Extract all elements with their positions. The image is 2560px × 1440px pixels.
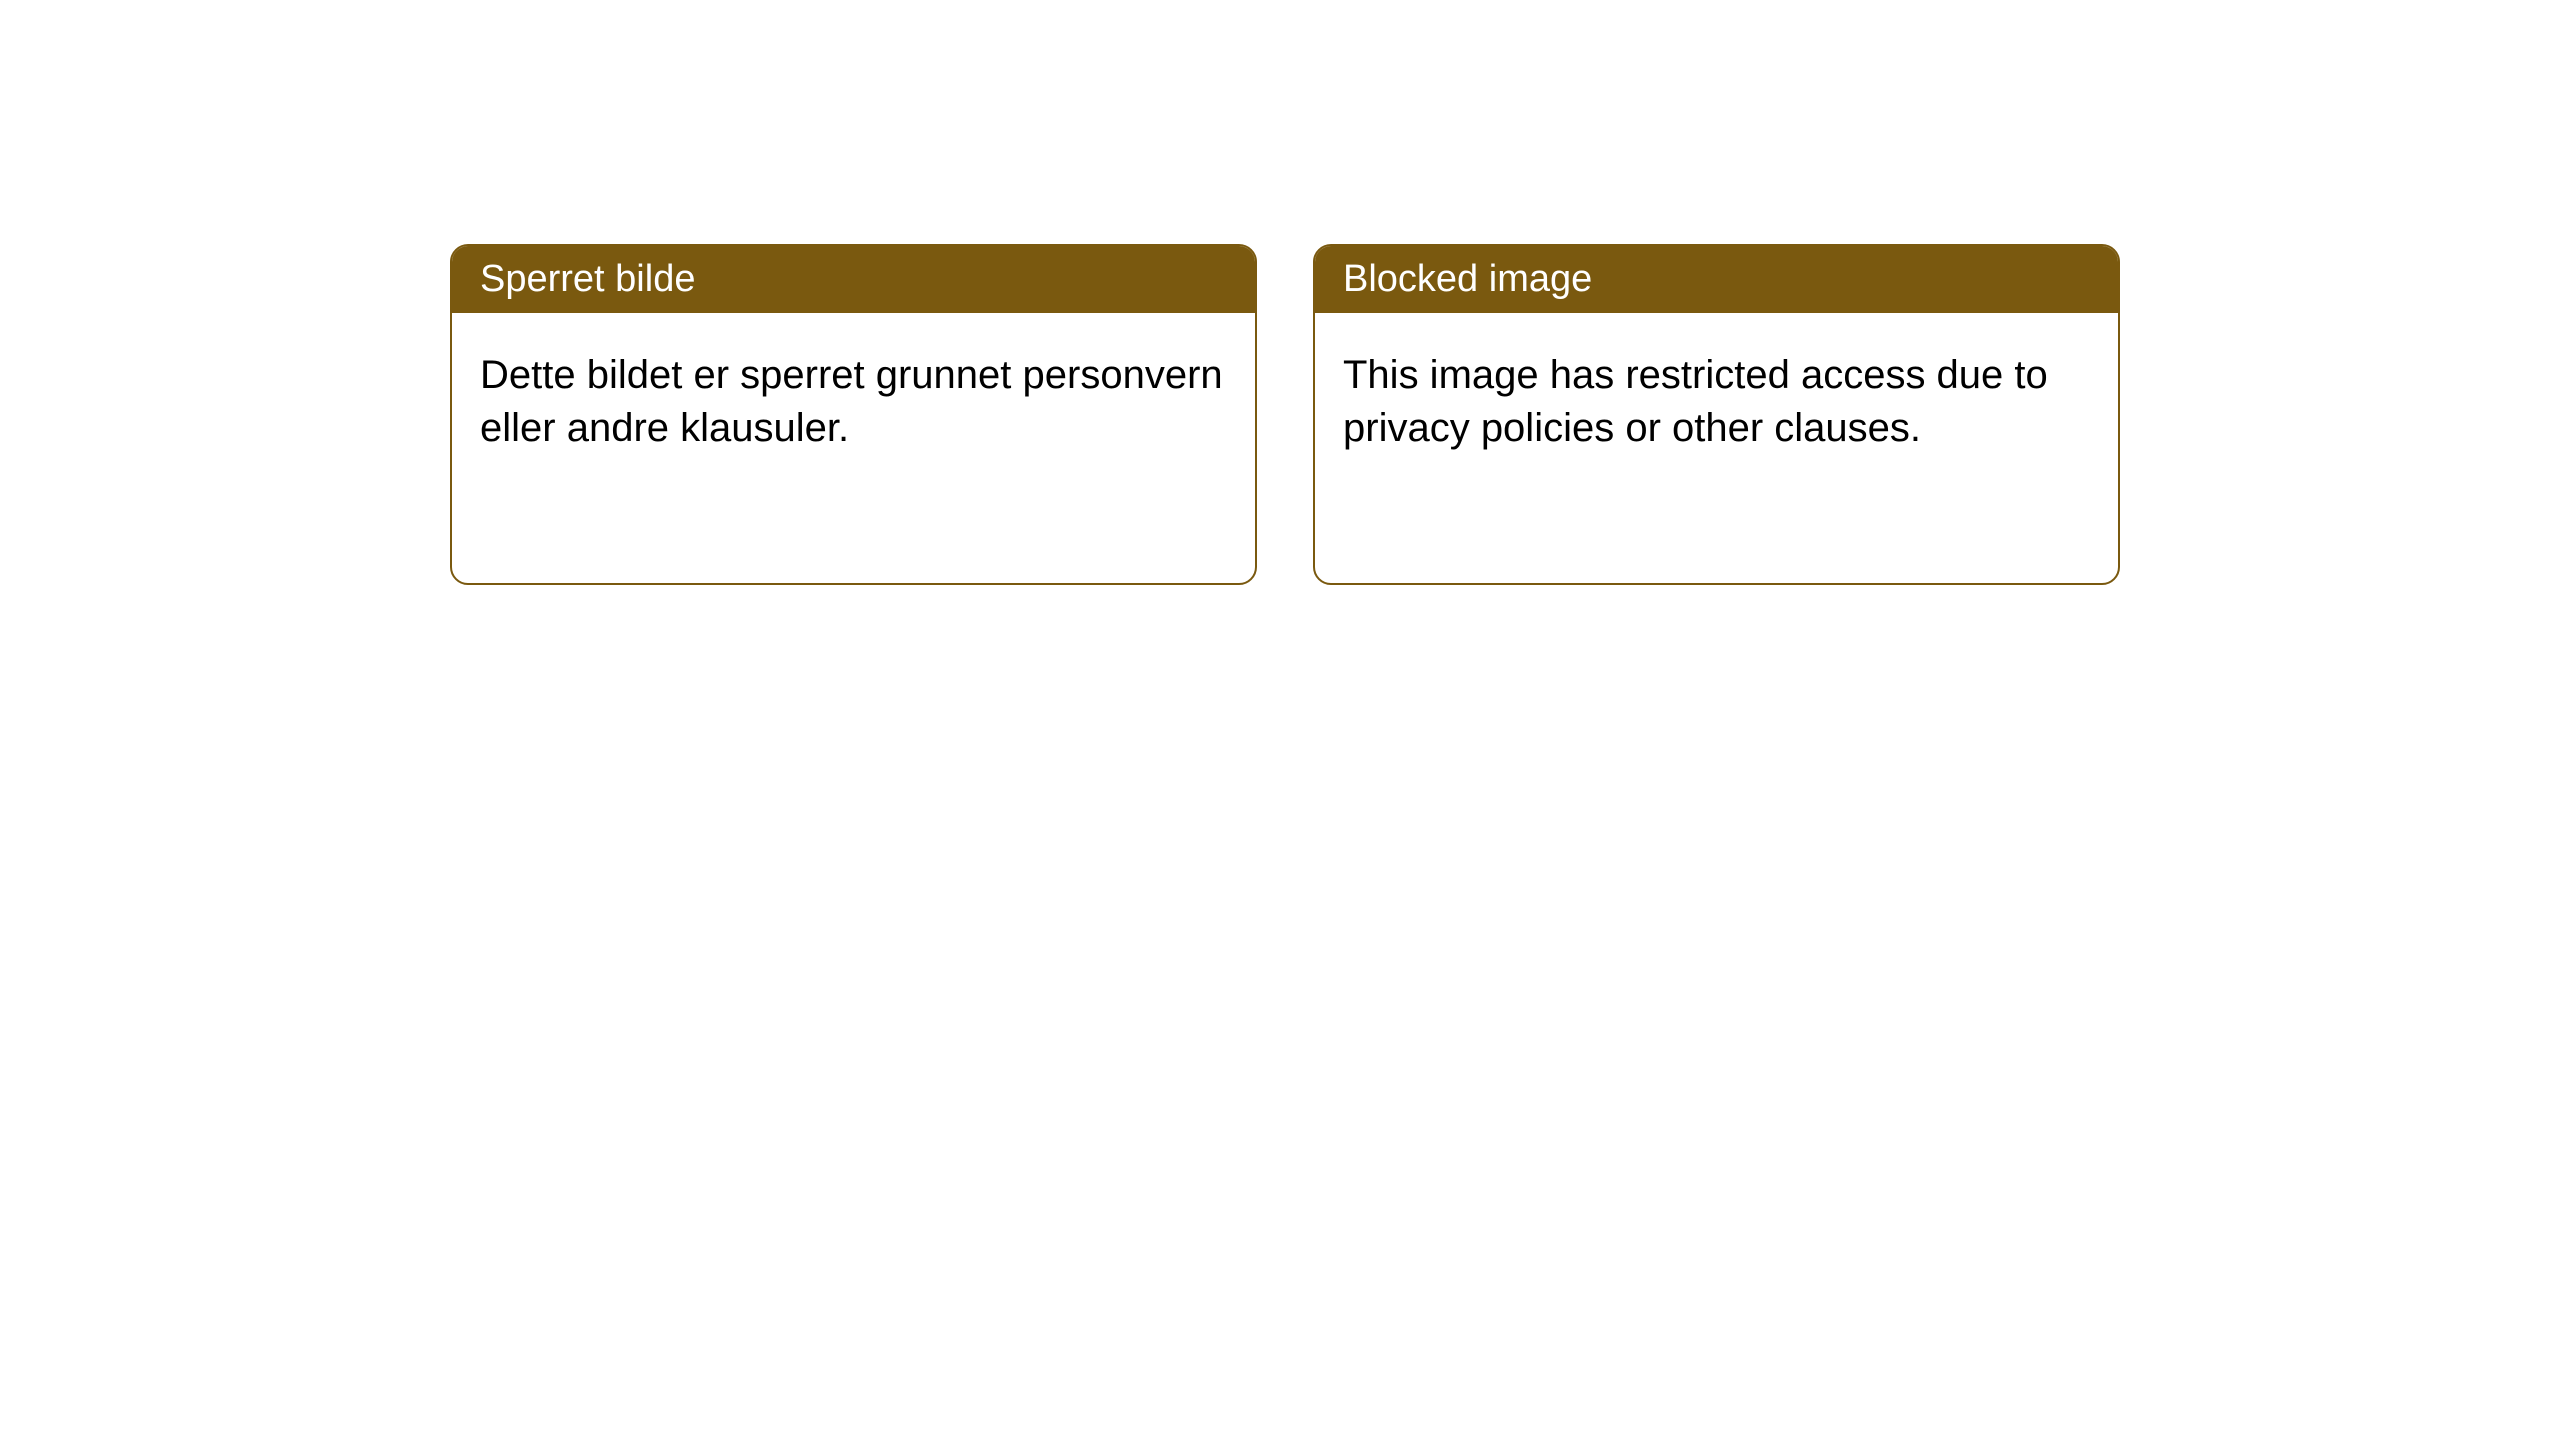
notice-card-english: Blocked image This image has restricted … (1313, 244, 2120, 585)
blocked-image-notices: Sperret bilde Dette bildet er sperret gr… (450, 244, 2120, 585)
notice-body: Dette bildet er sperret grunnet personve… (452, 313, 1255, 583)
notice-body: This image has restricted access due to … (1315, 313, 2118, 583)
notice-heading: Sperret bilde (452, 246, 1255, 313)
notice-card-norwegian: Sperret bilde Dette bildet er sperret gr… (450, 244, 1257, 585)
notice-heading: Blocked image (1315, 246, 2118, 313)
